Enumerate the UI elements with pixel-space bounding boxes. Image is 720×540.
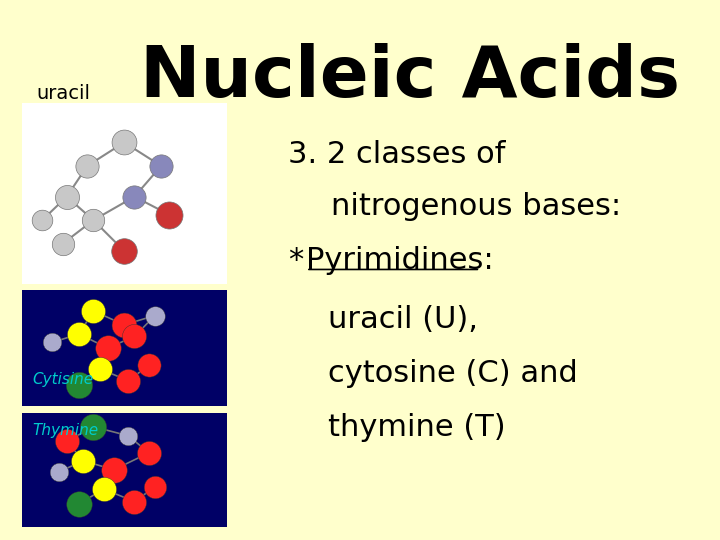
Text: uracil (U),: uracil (U), [328,305,477,334]
Point [73,381,85,389]
Point [61,437,73,446]
Point [36,216,48,225]
Point [88,422,99,431]
Point [102,343,114,352]
Text: thymine (T): thymine (T) [328,413,505,442]
Point [149,483,161,491]
Text: uracil: uracil [36,84,90,103]
Point [156,161,167,170]
Text: Pyrimidines:: Pyrimidines: [306,246,494,275]
Point [149,311,161,320]
FancyBboxPatch shape [22,290,227,406]
Point [129,332,140,341]
Text: Nucleic Acids: Nucleic Acids [140,43,680,112]
Point [118,138,130,147]
Text: Thymine: Thymine [32,423,99,438]
Point [98,485,109,494]
Point [53,468,64,476]
Point [118,321,130,329]
Point [81,161,93,170]
Point [122,376,134,385]
Text: cytosine (C) and: cytosine (C) and [328,359,577,388]
FancyBboxPatch shape [22,413,227,526]
Point [108,465,120,474]
Point [143,361,155,370]
Point [122,431,134,440]
Text: nitrogenous bases:: nitrogenous bases: [331,192,621,221]
Point [88,216,99,225]
Point [61,192,73,201]
Point [47,338,58,347]
Text: Cytisine: Cytisine [32,373,94,388]
FancyBboxPatch shape [22,103,227,284]
Point [73,500,85,508]
Point [73,330,85,339]
Point [118,247,130,255]
Point [78,456,89,465]
Point [88,307,99,315]
Point [129,497,140,506]
Point [129,192,140,201]
Point [163,211,175,219]
Point [57,239,68,248]
Text: *: * [288,246,303,275]
Text: 3. 2 classes of: 3. 2 classes of [288,140,505,170]
Point [143,448,155,457]
Point [94,364,105,373]
